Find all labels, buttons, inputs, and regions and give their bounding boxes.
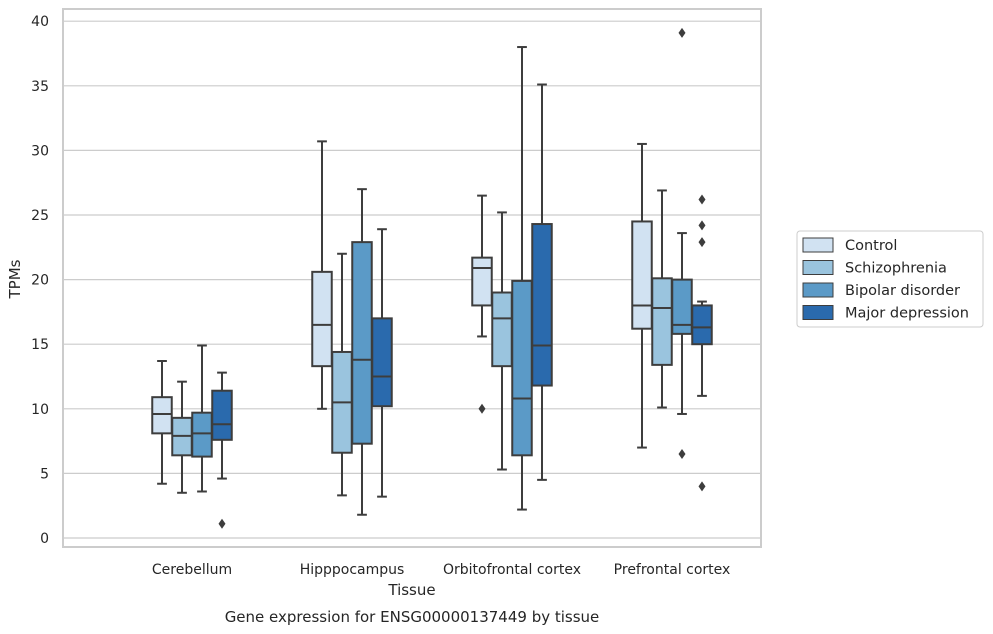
boxes: [151, 27, 713, 529]
grid-lines: [63, 20, 761, 539]
y-tick-label-5: 5: [40, 466, 49, 482]
chart-caption: Gene expression for ENSG00000137449 by t…: [225, 608, 600, 626]
legend-frame: [796, 230, 984, 328]
legend: Control Schizophrenia Bipolar disorder Majo…: [796, 230, 984, 328]
box-major-depression: [211, 371, 233, 529]
outlier-point: [678, 27, 686, 38]
box-schizophrenia: [171, 380, 193, 494]
box-control: [631, 142, 653, 449]
legend-label: Schizophrenia: [845, 261, 947, 277]
y-tick-label-25: 25: [31, 208, 49, 224]
box-bipolar-disorder: [191, 344, 213, 493]
box-iqr: [471, 256, 493, 307]
outlier-point: [698, 220, 706, 231]
box-schizophrenia: [331, 252, 353, 497]
box-iqr: [511, 279, 533, 457]
box-iqr: [351, 241, 373, 445]
box-iqr: [651, 277, 673, 366]
outlier-point: [478, 403, 486, 414]
outlier-point: [698, 194, 706, 205]
box-major-depression: [371, 228, 393, 498]
legend-swatch: [802, 237, 834, 253]
legend-label: Control: [845, 238, 897, 254]
x-tick-label: Cerebellum: [152, 562, 232, 578]
box-iqr: [151, 396, 173, 435]
box-bipolar-disorder: [351, 188, 373, 516]
box-schizophrenia: [491, 211, 513, 471]
y-tick-labels: 0 5 10 15 20 25 30 35 40: [31, 14, 49, 547]
outlier-point: [678, 449, 686, 460]
box-iqr: [691, 304, 713, 346]
box-bipolar-disorder: [511, 46, 533, 511]
box-control: [311, 140, 333, 410]
axes-border: [62, 8, 762, 548]
legend-swatch: [802, 282, 834, 298]
x-tick-label: Orbitofrontal cortex: [443, 562, 581, 578]
outlier-point: [698, 481, 706, 492]
box-schizophrenia: [651, 189, 673, 409]
y-tick-label-10: 10: [31, 402, 49, 418]
box-bipolar-disorder: [671, 27, 693, 460]
x-tick-label: Prefrontal cortex: [614, 562, 731, 578]
box-iqr: [531, 223, 553, 387]
box-iqr: [311, 270, 333, 368]
y-tick-label-20: 20: [31, 273, 49, 289]
outlier-point: [218, 518, 226, 529]
legend-label: Major depression: [845, 306, 969, 322]
box-iqr: [371, 317, 393, 408]
box-major-depression: [531, 83, 553, 481]
legend-swatch: [802, 260, 834, 275]
box-iqr: [631, 220, 653, 330]
x-tick-label: Hipppocampus: [300, 562, 405, 578]
outlier-point: [698, 237, 706, 248]
legend-swatch: [802, 305, 834, 320]
y-tick-label-30: 30: [31, 143, 49, 159]
x-axis-label: Tissue: [387, 581, 435, 599]
box-major-depression: [691, 194, 713, 492]
box-iqr: [491, 291, 513, 368]
box-iqr: [191, 411, 213, 458]
box-control: [471, 194, 493, 414]
y-tick-label-15: 15: [31, 337, 49, 353]
y-tick-label-0: 0: [40, 531, 49, 547]
plot-frame: [62, 8, 762, 548]
y-tick-label-35: 35: [31, 79, 49, 95]
y-axis-label: TPMs: [6, 259, 24, 299]
box-control: [151, 359, 173, 485]
box-iqr: [211, 389, 233, 441]
x-tick-labels: Cerebellum Hipppocampus Orbitofrontal cort…: [152, 562, 730, 578]
legend-label: Bipolar disorder: [845, 283, 960, 299]
y-tick-label-40: 40: [31, 14, 49, 30]
